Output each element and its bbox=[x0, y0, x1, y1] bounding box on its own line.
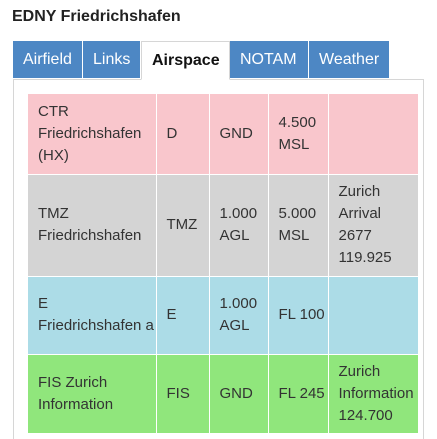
tab-notam[interactable]: NOTAM bbox=[230, 41, 309, 78]
airspace-info: Zurich Information 124.700 bbox=[328, 354, 418, 434]
airspace-lower-limit: GND bbox=[209, 354, 269, 434]
tab-links[interactable]: Links bbox=[83, 41, 141, 78]
tab-airfield[interactable]: Airfield bbox=[13, 41, 83, 78]
airspace-class: TMZ bbox=[156, 174, 210, 277]
airspace-row-tmz: TMZ Friedrichshafen TMZ 1.000 AGL 5.000 … bbox=[28, 174, 418, 277]
airspace-lower-limit: 1.000 AGL bbox=[209, 276, 269, 355]
airspace-upper-limit: FL 100 bbox=[268, 276, 329, 355]
page-title: EDNY Friedrichshafen bbox=[12, 8, 181, 25]
airspace-info bbox=[328, 276, 418, 355]
airspace-class: E bbox=[156, 276, 210, 355]
airspace-name: TMZ Friedrichshafen bbox=[28, 174, 157, 277]
airspace-name: FIS Zurich Information bbox=[28, 354, 157, 434]
airspace-panel bbox=[13, 79, 424, 439]
airspace-class: FIS bbox=[156, 354, 210, 434]
airspace-row-fis: FIS Zurich Information FIS GND FL 245 Zu… bbox=[28, 354, 418, 434]
airspace-table: CTR Friedrichshafen (HX) D GND 4.500 MSL… bbox=[28, 94, 418, 434]
airspace-lower-limit: GND bbox=[209, 94, 269, 175]
airspace-upper-limit: 4.500 MSL bbox=[268, 94, 329, 175]
tab-weather[interactable]: Weather bbox=[309, 41, 390, 78]
airspace-lower-limit: 1.000 AGL bbox=[209, 174, 269, 277]
airspace-info bbox=[328, 94, 418, 175]
airspace-upper-limit: FL 245 bbox=[268, 354, 329, 434]
airspace-class: D bbox=[156, 94, 210, 175]
airspace-name: CTR Friedrichshafen (HX) bbox=[28, 94, 157, 175]
airspace-name: E Friedrichshafen a bbox=[28, 276, 157, 355]
airspace-upper-limit: 5.000 MSL bbox=[268, 174, 329, 277]
tab-bar: Airfield Links Airspace NOTAM Weather bbox=[13, 41, 424, 80]
tab-airspace[interactable]: Airspace bbox=[141, 41, 230, 80]
airspace-row-ctr: CTR Friedrichshafen (HX) D GND 4.500 MSL bbox=[28, 94, 418, 175]
airspace-row-e: E Friedrichshafen a E 1.000 AGL FL 100 bbox=[28, 276, 418, 355]
airspace-info: Zurich Arrival 2677 119.925 bbox=[328, 174, 418, 277]
